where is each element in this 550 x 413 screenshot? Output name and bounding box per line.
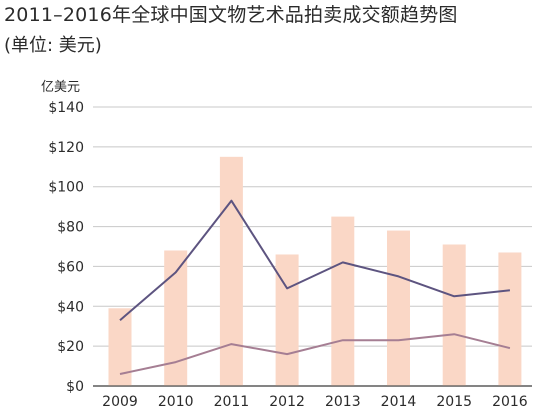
x-tick-label-2011: 2011 — [214, 394, 250, 410]
y-tick-label-0: $0 — [66, 379, 84, 395]
bar-2010 — [164, 250, 188, 386]
y-tick-label-80: $80 — [57, 220, 84, 236]
bar-2015 — [442, 244, 466, 386]
x-tick-label-2009: 2009 — [102, 394, 138, 410]
y-tick-label-120: $120 — [48, 140, 84, 156]
line-series-1 — [119, 199, 511, 321]
y-axis-unit-label: 亿美元 — [41, 80, 81, 95]
x-tick-label-2012: 2012 — [269, 394, 305, 410]
x-tick-label-2015: 2015 — [436, 394, 472, 410]
y-tick-label-20: $20 — [57, 339, 84, 355]
bar-2009 — [108, 308, 132, 386]
bar-2014 — [387, 230, 410, 386]
y-tick-label-60: $60 — [57, 259, 84, 275]
x-tick-label-2016: 2016 — [492, 394, 528, 410]
y-tick-label-100: $100 — [48, 180, 84, 196]
bar-2013 — [331, 216, 355, 386]
bar-2011 — [219, 156, 243, 386]
x-tick-label-2013: 2013 — [325, 394, 361, 410]
chart-title: 2011–2016年全球中国文物艺术品拍卖成交额趋势图 — [4, 4, 458, 26]
y-tick-label-140: $140 — [48, 100, 84, 116]
y-tick-label-40: $40 — [57, 299, 84, 315]
bar-2016 — [498, 252, 522, 386]
chart-subtitle: (单位: 美元) — [4, 35, 102, 56]
line-series-2 — [119, 333, 511, 375]
x-tick-label-2014: 2014 — [381, 394, 417, 410]
x-tick-label-2010: 2010 — [158, 394, 194, 410]
